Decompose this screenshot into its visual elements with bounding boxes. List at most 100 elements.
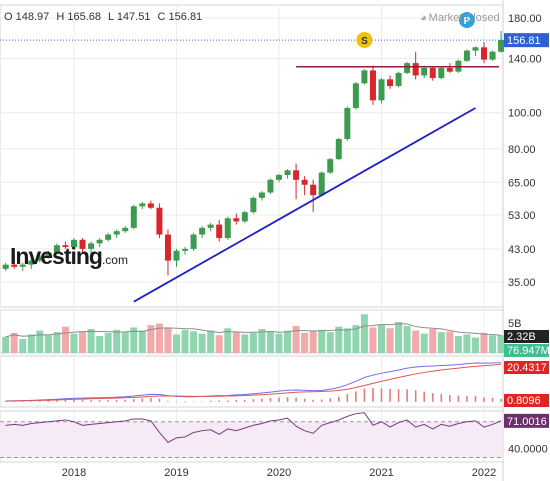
volume-bar xyxy=(44,335,52,353)
candle-body xyxy=(258,192,265,198)
volume-bar xyxy=(207,330,215,353)
volume-bar xyxy=(130,327,138,353)
marker-P-icon xyxy=(458,12,475,28)
macd-histogram-bar xyxy=(500,398,502,402)
volume-avg-tag: 76.947M xyxy=(507,345,550,357)
marker-S-icon xyxy=(356,32,373,48)
volume-bar xyxy=(420,333,428,353)
volume-bar xyxy=(412,330,420,353)
candle-body xyxy=(318,172,325,196)
candle-body xyxy=(344,107,351,139)
volume-bar xyxy=(121,332,129,353)
candle-body xyxy=(224,218,231,239)
macd-histogram-bar xyxy=(81,399,84,402)
candle-body xyxy=(276,174,282,180)
macd-histogram-bar xyxy=(303,398,306,402)
macd-histogram-bar xyxy=(244,399,246,402)
candle-body xyxy=(199,227,206,235)
macd-histogram-bar xyxy=(4,401,7,402)
candle-body xyxy=(250,197,257,213)
x-tick-label: 2022 xyxy=(472,467,496,479)
macd-histogram-bar xyxy=(167,401,169,402)
candle-body xyxy=(352,83,359,108)
macd-histogram-bar xyxy=(483,397,485,402)
macd-histogram-bar xyxy=(30,401,33,402)
y-tick-label: 80.00 xyxy=(508,144,536,156)
macd-histogram-bar xyxy=(414,390,417,402)
marker-label: P xyxy=(464,16,471,27)
macd-histogram-bar xyxy=(423,391,426,402)
rsi-tag-bg xyxy=(504,413,549,428)
x-tick-label: 2021 xyxy=(369,467,393,479)
volume-bar xyxy=(301,332,309,353)
macd-histogram-bar xyxy=(440,394,443,402)
volume-bar xyxy=(173,334,180,353)
candle-body xyxy=(53,245,60,253)
y-tick-label: 53.00 xyxy=(508,210,536,222)
volume-bar xyxy=(266,331,274,353)
candle-body xyxy=(122,227,129,232)
x-tick-label: 2018 xyxy=(62,467,86,479)
macd-histogram-bar xyxy=(466,395,468,402)
candle-body xyxy=(96,239,103,244)
candle-body xyxy=(71,239,77,248)
time-axis-band xyxy=(0,463,503,480)
candle-body xyxy=(438,67,445,79)
macd-hist-tag: 0.8096 xyxy=(507,395,541,407)
volume-bar xyxy=(224,328,232,353)
market-status-text: Market Closed xyxy=(428,12,500,24)
volume-y-tick: 5B xyxy=(508,318,521,330)
rsi-band xyxy=(0,421,503,458)
candle-body xyxy=(164,234,171,261)
candle-body xyxy=(498,39,505,52)
candle-body xyxy=(412,63,419,76)
candle-body xyxy=(173,250,180,261)
volume-bar xyxy=(497,335,505,353)
candle-body xyxy=(301,179,308,185)
close-value: C 156.81 xyxy=(157,11,203,23)
volume-bar xyxy=(190,331,198,353)
macd-histogram-bar xyxy=(397,389,400,402)
candle-body xyxy=(147,203,154,208)
macd-histogram-bar xyxy=(406,389,408,402)
macd-histogram-bar xyxy=(124,399,127,402)
volume-bar xyxy=(215,335,223,353)
macd-histogram-bar xyxy=(252,399,255,402)
macd-histogram-bar xyxy=(346,394,349,402)
candle-body xyxy=(45,252,52,257)
macd-histogram-bar xyxy=(337,396,340,402)
macd-histogram-bar xyxy=(431,393,434,402)
volume-bar xyxy=(53,332,61,353)
candle-body xyxy=(11,264,18,267)
macd-histogram-bar xyxy=(235,399,238,402)
volume-bar xyxy=(36,330,44,353)
macd-histogram-bar xyxy=(150,398,152,402)
volume-bar xyxy=(378,325,385,353)
rsi-value-tag: 71.0016 xyxy=(507,416,547,428)
ohlc-readout: O 148.97 H 165.68 L 147.51 C 156.81 xyxy=(4,11,206,23)
investing-logo: Investing.com xyxy=(10,243,128,270)
volume-average-line xyxy=(5,323,502,338)
volume-bar xyxy=(113,329,121,353)
candle-body xyxy=(404,63,411,73)
volume-bar xyxy=(10,332,18,353)
macd-histogram-bar xyxy=(320,399,323,402)
last-price-tag: 156.81 xyxy=(507,35,541,47)
candle-body xyxy=(130,206,137,228)
macd-histogram-bar xyxy=(380,388,383,402)
volume-bar xyxy=(454,335,462,353)
open-value: O 148.97 xyxy=(4,11,50,23)
candle-body xyxy=(267,179,274,193)
volume-bar xyxy=(198,333,206,353)
y-tick-label: 35.00 xyxy=(508,277,536,289)
macd-histogram-bar xyxy=(107,400,109,402)
volume-bar xyxy=(369,327,377,353)
candle-body xyxy=(293,170,300,180)
volume-bar xyxy=(489,335,497,353)
candle-body xyxy=(463,50,470,61)
candle-body xyxy=(28,260,35,265)
macd-histogram-bar xyxy=(90,400,92,402)
macd-hist-tag-bg xyxy=(504,394,549,407)
y-tick-label: 100.00 xyxy=(508,108,542,120)
volume-bar xyxy=(463,334,471,353)
